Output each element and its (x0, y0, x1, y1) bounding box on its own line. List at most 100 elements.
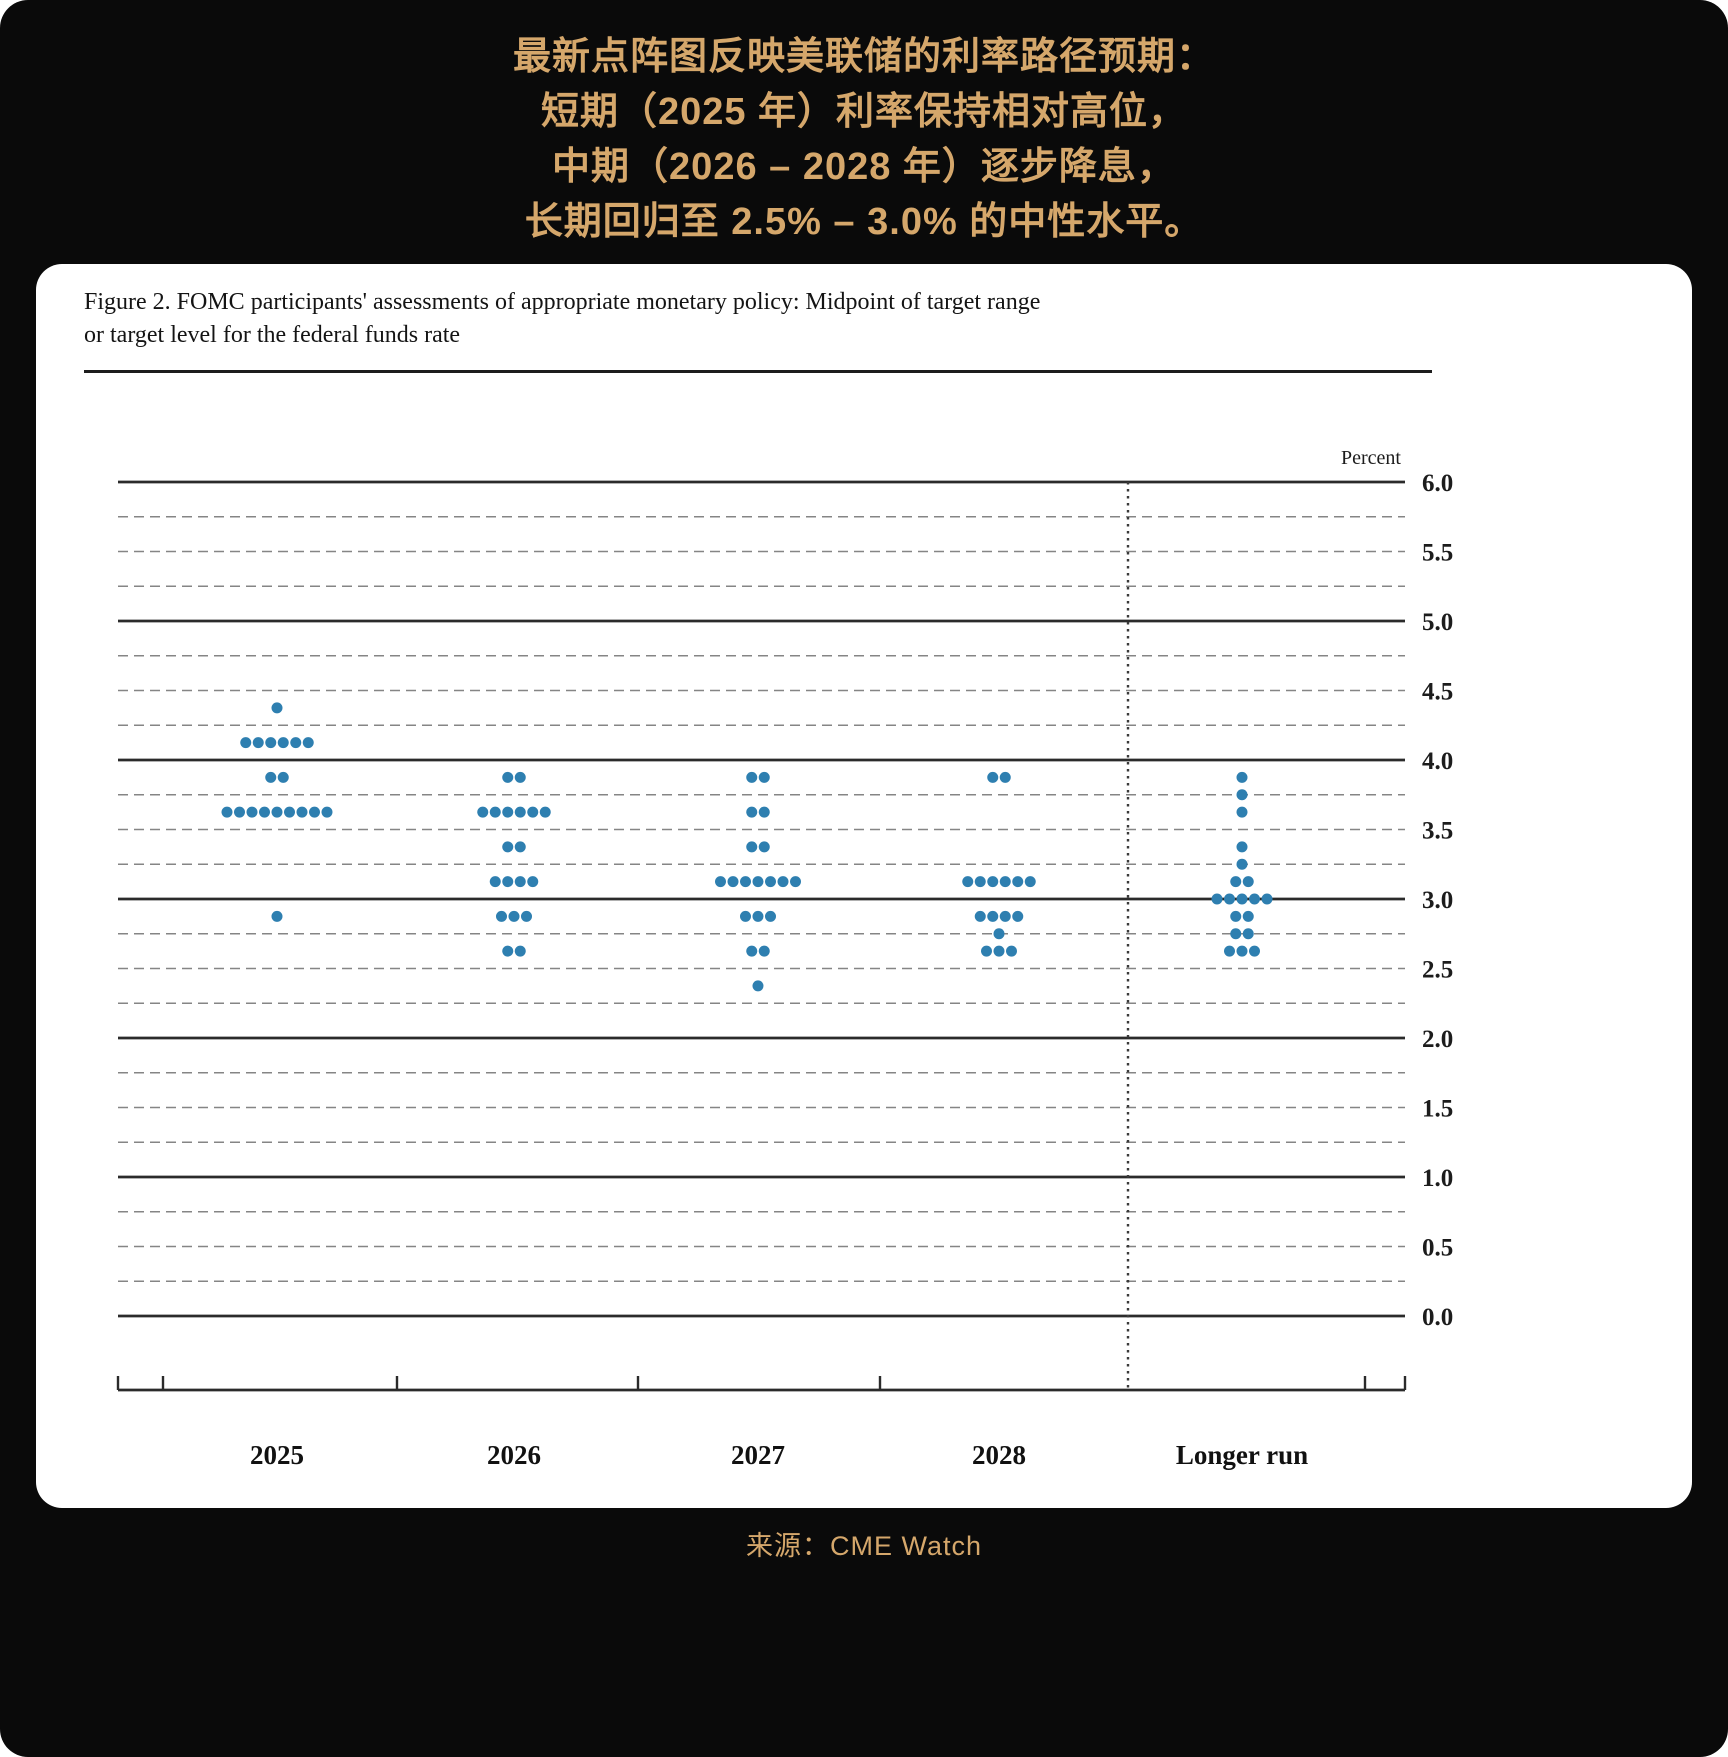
projection-dot (987, 876, 999, 888)
source-caption: 来源：CME Watch (745, 1531, 982, 1561)
projection-dot (271, 910, 283, 922)
projection-dot (496, 910, 507, 922)
projection-dot (246, 806, 258, 818)
projection-dot (981, 945, 992, 957)
projection-dot (1236, 893, 1248, 905)
projection-dot (521, 910, 532, 922)
projection-dot (715, 876, 726, 888)
y-tick-label: 2.5 (1422, 957, 1453, 984)
projection-dot (271, 806, 283, 818)
caption-line-3: 中期（2026 – 2028 年）逐步降息， (552, 146, 1176, 188)
projection-dot (277, 737, 289, 749)
y-tick-label: 4.0 (1422, 748, 1453, 775)
projection-dot (252, 737, 264, 749)
projection-dot (993, 945, 1005, 957)
projection-dot (1249, 893, 1260, 905)
projection-dot (259, 806, 270, 818)
caption-line-1: 最新点阵图反映美联储的利率路径预期： (512, 36, 1215, 78)
projection-dot (758, 806, 770, 818)
projection-dot (240, 737, 252, 749)
projection-dot (1249, 945, 1260, 957)
projection-dot (740, 876, 751, 888)
projection-dot (1211, 893, 1223, 905)
projection-dot (1230, 910, 1242, 922)
projection-dot (1024, 876, 1036, 888)
projection-dot (514, 945, 526, 957)
projection-dot (284, 806, 295, 818)
projection-dot (1230, 876, 1242, 888)
y-tick-label: 1.0 (1422, 1165, 1453, 1192)
projection-dot (777, 876, 789, 888)
projection-dot (993, 928, 1005, 940)
projection-dot (508, 910, 520, 922)
projection-dot (790, 876, 801, 888)
projection-dot (1242, 928, 1254, 940)
projection-dot (746, 806, 758, 818)
figure-title-line-1: Figure 2. FOMC participants' assessments… (84, 289, 1041, 315)
projection-dot (746, 841, 758, 853)
projection-dot (1242, 910, 1254, 922)
projection-dot (740, 910, 751, 922)
projection-dot (1236, 841, 1248, 853)
projection-dot (321, 806, 333, 818)
projection-dot (502, 806, 514, 818)
projection-dot (514, 876, 526, 888)
title-rule (84, 370, 1432, 373)
projection-dot (1236, 806, 1248, 818)
y-tick-label: 3.0 (1422, 887, 1453, 914)
y-tick-label: 4.5 (1422, 679, 1453, 706)
projection-dot (1012, 876, 1024, 888)
projection-dot (502, 771, 514, 783)
projection-dot (514, 771, 526, 783)
header-caption: 最新点阵图反映美联储的利率路径预期： 短期（2025 年）利率保持相对高位， 中… (0, 30, 1728, 250)
projection-dot (758, 945, 770, 957)
projection-dot (234, 806, 245, 818)
projection-dot (765, 910, 776, 922)
projection-dot (1236, 945, 1248, 957)
x-category-label: 2027 (731, 1440, 785, 1470)
projection-dot (221, 806, 233, 818)
y-tick-label: 5.0 (1422, 609, 1453, 636)
projection-dot (999, 771, 1011, 783)
projection-dot (539, 806, 551, 818)
projection-dot (962, 876, 974, 888)
y-axis-unit-label: Percent (1341, 447, 1401, 469)
projection-dot (514, 806, 526, 818)
projection-dot (1006, 945, 1017, 957)
caption-line-2: 短期（2025 年）利率保持相对高位， (540, 91, 1188, 133)
projection-dot (974, 910, 986, 922)
caption-line-4: 长期回归至 2.5% – 3.0% 的中性水平。 (524, 201, 1204, 243)
projection-dot (987, 910, 999, 922)
projection-dot (746, 771, 758, 783)
projection-dot (1242, 876, 1254, 888)
projection-dot (727, 876, 739, 888)
projection-dot (277, 771, 289, 783)
projection-dot (309, 806, 320, 818)
projection-dot (271, 702, 283, 714)
projection-dot (752, 876, 764, 888)
projection-dot (502, 945, 514, 957)
projection-dot (527, 876, 539, 888)
projection-dot (489, 806, 501, 818)
projection-dot (477, 806, 489, 818)
projection-dot (502, 841, 514, 853)
projection-dot (752, 910, 764, 922)
projection-dot (999, 910, 1011, 922)
x-category-label: 2026 (487, 1440, 541, 1470)
projection-dot (1261, 893, 1273, 905)
figure-title: Figure 2. FOMC participants' assessments… (84, 286, 1484, 352)
projection-dot (752, 980, 764, 992)
projection-dot (265, 771, 277, 783)
y-tick-label: 0.0 (1422, 1304, 1453, 1331)
projection-dot (758, 841, 770, 853)
projection-dot (1012, 910, 1024, 922)
projection-dot (502, 876, 514, 888)
projection-dot (765, 876, 776, 888)
projection-dot (999, 876, 1011, 888)
y-tick-label: 1.5 (1422, 1096, 1453, 1123)
projection-dot (489, 876, 501, 888)
projection-dot (746, 945, 758, 957)
y-tick-label: 6.0 (1422, 470, 1453, 497)
y-tick-label: 5.5 (1422, 540, 1453, 567)
